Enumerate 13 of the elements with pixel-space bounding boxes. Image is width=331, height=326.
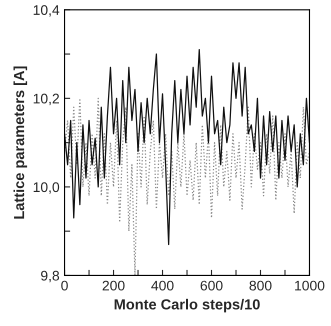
y-tick-label: 10,2	[34, 94, 59, 106]
x-tick-label: 600	[200, 280, 223, 291]
line-series	[64, 49, 310, 246]
x-axis-title: Monte Carlo steps/10	[114, 298, 260, 312]
y-tick-label: 10,0	[34, 182, 60, 194]
x-tick-label: 400	[151, 280, 174, 291]
y-tick-label: 9,8	[41, 270, 60, 282]
x-tick-label: 200	[102, 280, 125, 291]
y-tick-label: 10,4	[34, 5, 60, 17]
x-tick-label: 0	[61, 280, 68, 291]
y-axis-title: Lattice parameters [A]	[14, 66, 28, 219]
x-tick-label: 800	[250, 280, 272, 291]
x-tick-label: 1000	[295, 280, 324, 291]
